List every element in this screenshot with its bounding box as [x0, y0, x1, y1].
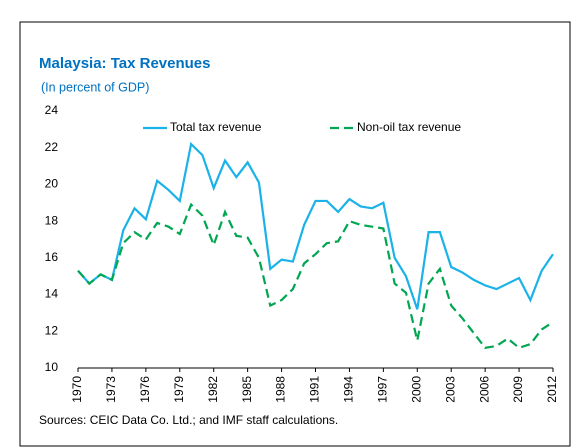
- x-tick-label: 1970: [70, 376, 84, 403]
- legend-label: Non-oil tax revenue: [357, 120, 461, 134]
- line-series: [77, 141, 554, 310]
- chart-subtitle: (In percent of GDP): [41, 80, 149, 94]
- y-tick-label: 10: [45, 360, 59, 374]
- x-tick-label: 2006: [477, 376, 491, 403]
- frame: [19, 21, 571, 447]
- x-tick-label: 1997: [376, 376, 390, 403]
- x-tick-label: 2000: [409, 376, 423, 403]
- x-tick-label: 1991: [308, 376, 322, 403]
- chart-title: Malaysia: Tax Revenues: [39, 55, 210, 72]
- x-tick-label: 1976: [138, 376, 152, 403]
- x-tick-label: 2003: [443, 376, 457, 403]
- x-tick-label: 1985: [240, 376, 254, 403]
- legend-label: Total tax revenue: [170, 120, 262, 134]
- line-series: [77, 202, 554, 350]
- x-tick-label: 2012: [545, 376, 559, 403]
- y-tick-label: 12: [45, 323, 59, 337]
- y-tick-label: 18: [45, 213, 59, 227]
- x-tick-label: 1982: [206, 376, 220, 403]
- y-tick-label: 24: [45, 103, 59, 117]
- source-note: Sources: CEIC Data Co. Ltd.; and IMF sta…: [39, 413, 338, 427]
- y-tick-label: 16: [45, 250, 59, 264]
- x-tick-label: 1988: [274, 376, 288, 403]
- y-tick-label: 20: [45, 177, 59, 191]
- y-tick-label: 14: [45, 287, 59, 301]
- y-tick-label: 22: [45, 140, 59, 154]
- x-tick-label: 1994: [342, 376, 356, 403]
- x-tick-label: 2009: [511, 376, 525, 403]
- x-tick-label: 1979: [172, 376, 186, 403]
- x-tick-label: 1973: [104, 376, 118, 403]
